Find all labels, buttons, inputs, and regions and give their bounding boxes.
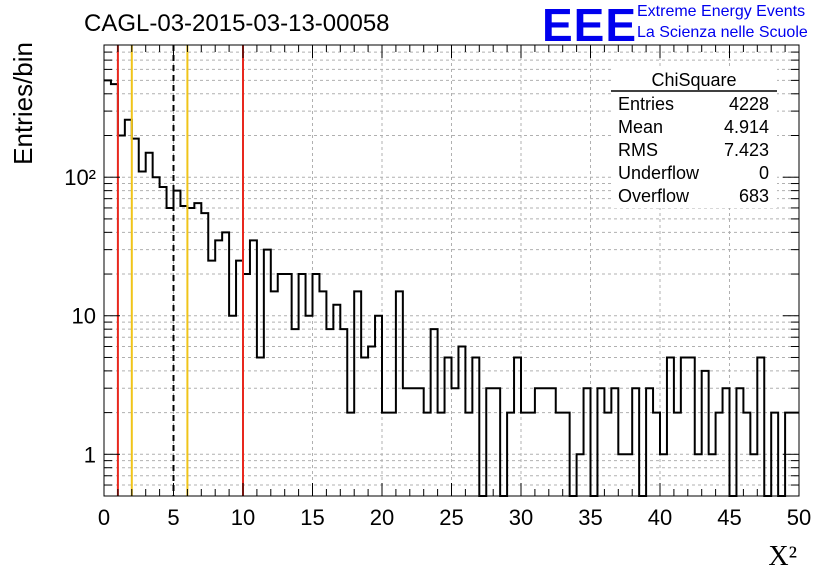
x-tick-label: 45 (717, 505, 741, 530)
eee-logo: EEE (542, 0, 638, 51)
stats-label: Underflow (618, 163, 700, 183)
stats-label: Entries (618, 94, 674, 114)
stats-value: 4.914 (724, 117, 769, 137)
stats-label: Overflow (618, 186, 690, 206)
x-tick-label: 30 (509, 505, 533, 530)
stats-label: RMS (618, 140, 658, 160)
y-tick-label: 10 (72, 304, 96, 329)
brand-line-1: Extreme Energy Events (637, 3, 806, 20)
x-axis-label: X² (768, 541, 797, 572)
stats-value: 4228 (729, 94, 769, 114)
x-tick-label: 0 (98, 505, 110, 530)
x-tick-label: 35 (578, 505, 602, 530)
stats-title: ChiSquare (651, 70, 736, 90)
brand-line-2: La Scienza nelle Scuole (637, 24, 808, 41)
x-tick-label: 50 (787, 505, 811, 530)
x-tick-label: 15 (300, 505, 324, 530)
x-tick-label: 25 (439, 505, 463, 530)
y-tick-label: 1 (84, 442, 96, 467)
stats-value: 7.423 (724, 140, 769, 160)
x-tick-label: 10 (231, 505, 255, 530)
histogram-line (104, 79, 799, 497)
chart-title: CAGL-03-2015-03-13-00058 (84, 10, 390, 37)
x-tick-label: 40 (648, 505, 672, 530)
x-tick-label: 20 (370, 505, 394, 530)
stats-value: 0 (759, 163, 769, 183)
stats-value: 683 (739, 186, 769, 206)
x-tick-label: 5 (167, 505, 179, 530)
stats-label: Mean (618, 117, 663, 137)
y-axis-label: Entries/bin (8, 42, 38, 165)
y-tick-label: 10² (64, 165, 96, 190)
